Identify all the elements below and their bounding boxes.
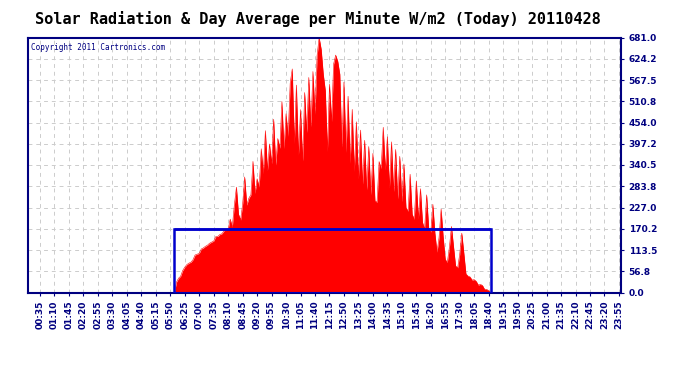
Text: Copyright 2011 Cartronics.com: Copyright 2011 Cartronics.com <box>30 43 165 52</box>
Text: Solar Radiation & Day Average per Minute W/m2 (Today) 20110428: Solar Radiation & Day Average per Minute… <box>34 11 600 27</box>
Bar <box>175 229 491 292</box>
